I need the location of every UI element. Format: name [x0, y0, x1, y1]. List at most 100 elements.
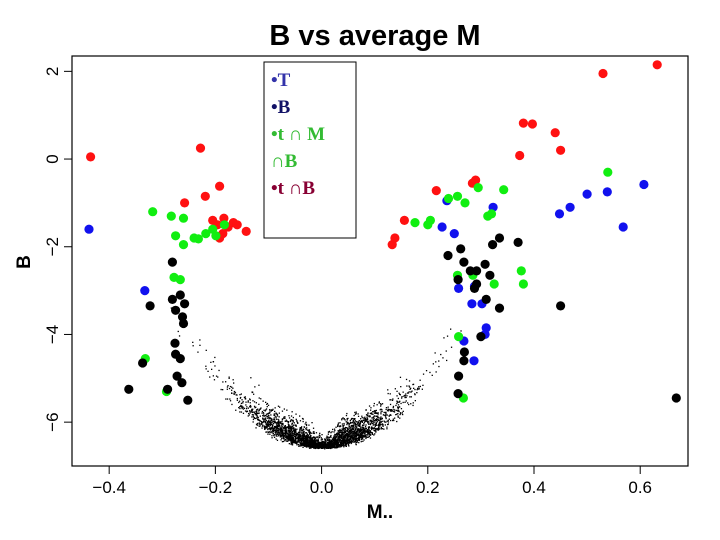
small-point — [342, 444, 344, 447]
red-point — [200, 191, 210, 201]
small-point — [380, 426, 382, 429]
small-point — [270, 427, 272, 429]
black-point — [172, 371, 182, 381]
small-point — [358, 442, 360, 444]
small-point — [409, 396, 411, 398]
small-point — [354, 441, 356, 443]
small-point — [315, 447, 317, 449]
small-point — [341, 442, 344, 444]
small-point — [399, 412, 402, 414]
small-point — [264, 415, 266, 417]
small-point — [368, 405, 371, 407]
small-point — [304, 441, 306, 443]
red-point — [431, 186, 441, 196]
small-point — [350, 422, 353, 424]
small-point — [272, 408, 274, 410]
small-point — [306, 438, 308, 440]
black-point — [456, 244, 466, 254]
green-point — [211, 231, 221, 241]
black-point — [171, 305, 181, 315]
small-point — [372, 420, 375, 422]
small-point — [408, 403, 410, 406]
small-point — [305, 421, 307, 423]
small-point — [346, 412, 348, 415]
small-point — [326, 443, 328, 446]
small-point — [299, 420, 302, 422]
small-point — [311, 439, 313, 441]
small-point — [339, 442, 342, 445]
small-point — [283, 416, 285, 418]
small-point — [442, 357, 444, 359]
small-point — [229, 398, 231, 400]
black-point — [180, 299, 190, 309]
small-point — [338, 430, 340, 432]
legend-entry: •t ∩ M — [271, 124, 325, 145]
small-point — [355, 438, 358, 440]
small-point — [306, 446, 308, 448]
small-point — [240, 393, 242, 395]
small-point — [325, 440, 327, 442]
small-point — [304, 436, 307, 438]
small-point — [396, 395, 398, 397]
small-point — [292, 433, 294, 435]
small-point — [276, 422, 278, 424]
small-point — [367, 430, 369, 433]
small-point — [363, 421, 366, 423]
small-point — [279, 432, 281, 434]
small-point — [233, 390, 236, 393]
small-point — [362, 440, 364, 442]
small-point — [353, 430, 355, 432]
black-point — [671, 393, 681, 403]
small-point — [260, 423, 262, 425]
small-point — [313, 436, 315, 438]
small-point — [289, 435, 292, 438]
small-point — [260, 420, 262, 423]
small-point — [282, 440, 285, 443]
small-point — [330, 434, 332, 437]
small-point — [326, 435, 328, 437]
small-point — [284, 416, 286, 418]
small-point — [340, 441, 343, 444]
small-point — [353, 423, 355, 425]
small-point — [350, 441, 352, 443]
small-point — [348, 433, 350, 435]
small-point — [293, 441, 295, 443]
small-point — [352, 428, 355, 431]
small-point — [282, 438, 285, 440]
small-point — [341, 436, 343, 438]
small-point — [279, 434, 282, 437]
small-point — [336, 444, 338, 446]
small-point — [288, 438, 290, 440]
small-point — [396, 390, 398, 392]
small-point — [361, 421, 363, 423]
small-point — [338, 433, 340, 435]
small-point — [339, 437, 341, 439]
small-point — [301, 443, 303, 445]
small-point — [220, 388, 222, 391]
small-point — [309, 441, 311, 443]
small-point — [302, 440, 304, 442]
small-point — [378, 401, 380, 403]
small-point — [287, 426, 289, 428]
small-point — [255, 402, 257, 404]
small-point — [267, 428, 269, 430]
blue-point — [454, 283, 464, 293]
small-point — [199, 339, 201, 341]
small-point — [340, 440, 342, 442]
small-point — [365, 434, 367, 436]
small-point — [365, 437, 367, 440]
y-tick-label: −2 — [43, 237, 62, 256]
small-point — [388, 415, 390, 417]
small-point — [260, 398, 262, 400]
small-point — [261, 425, 264, 427]
small-point — [380, 405, 382, 407]
small-point — [315, 440, 317, 442]
small-point — [408, 380, 411, 382]
small-point — [377, 412, 379, 414]
small-point — [199, 344, 201, 346]
blue-point — [84, 224, 94, 234]
small-point — [304, 444, 306, 447]
small-point — [264, 427, 266, 430]
small-point — [340, 435, 343, 437]
green-point — [193, 234, 203, 244]
